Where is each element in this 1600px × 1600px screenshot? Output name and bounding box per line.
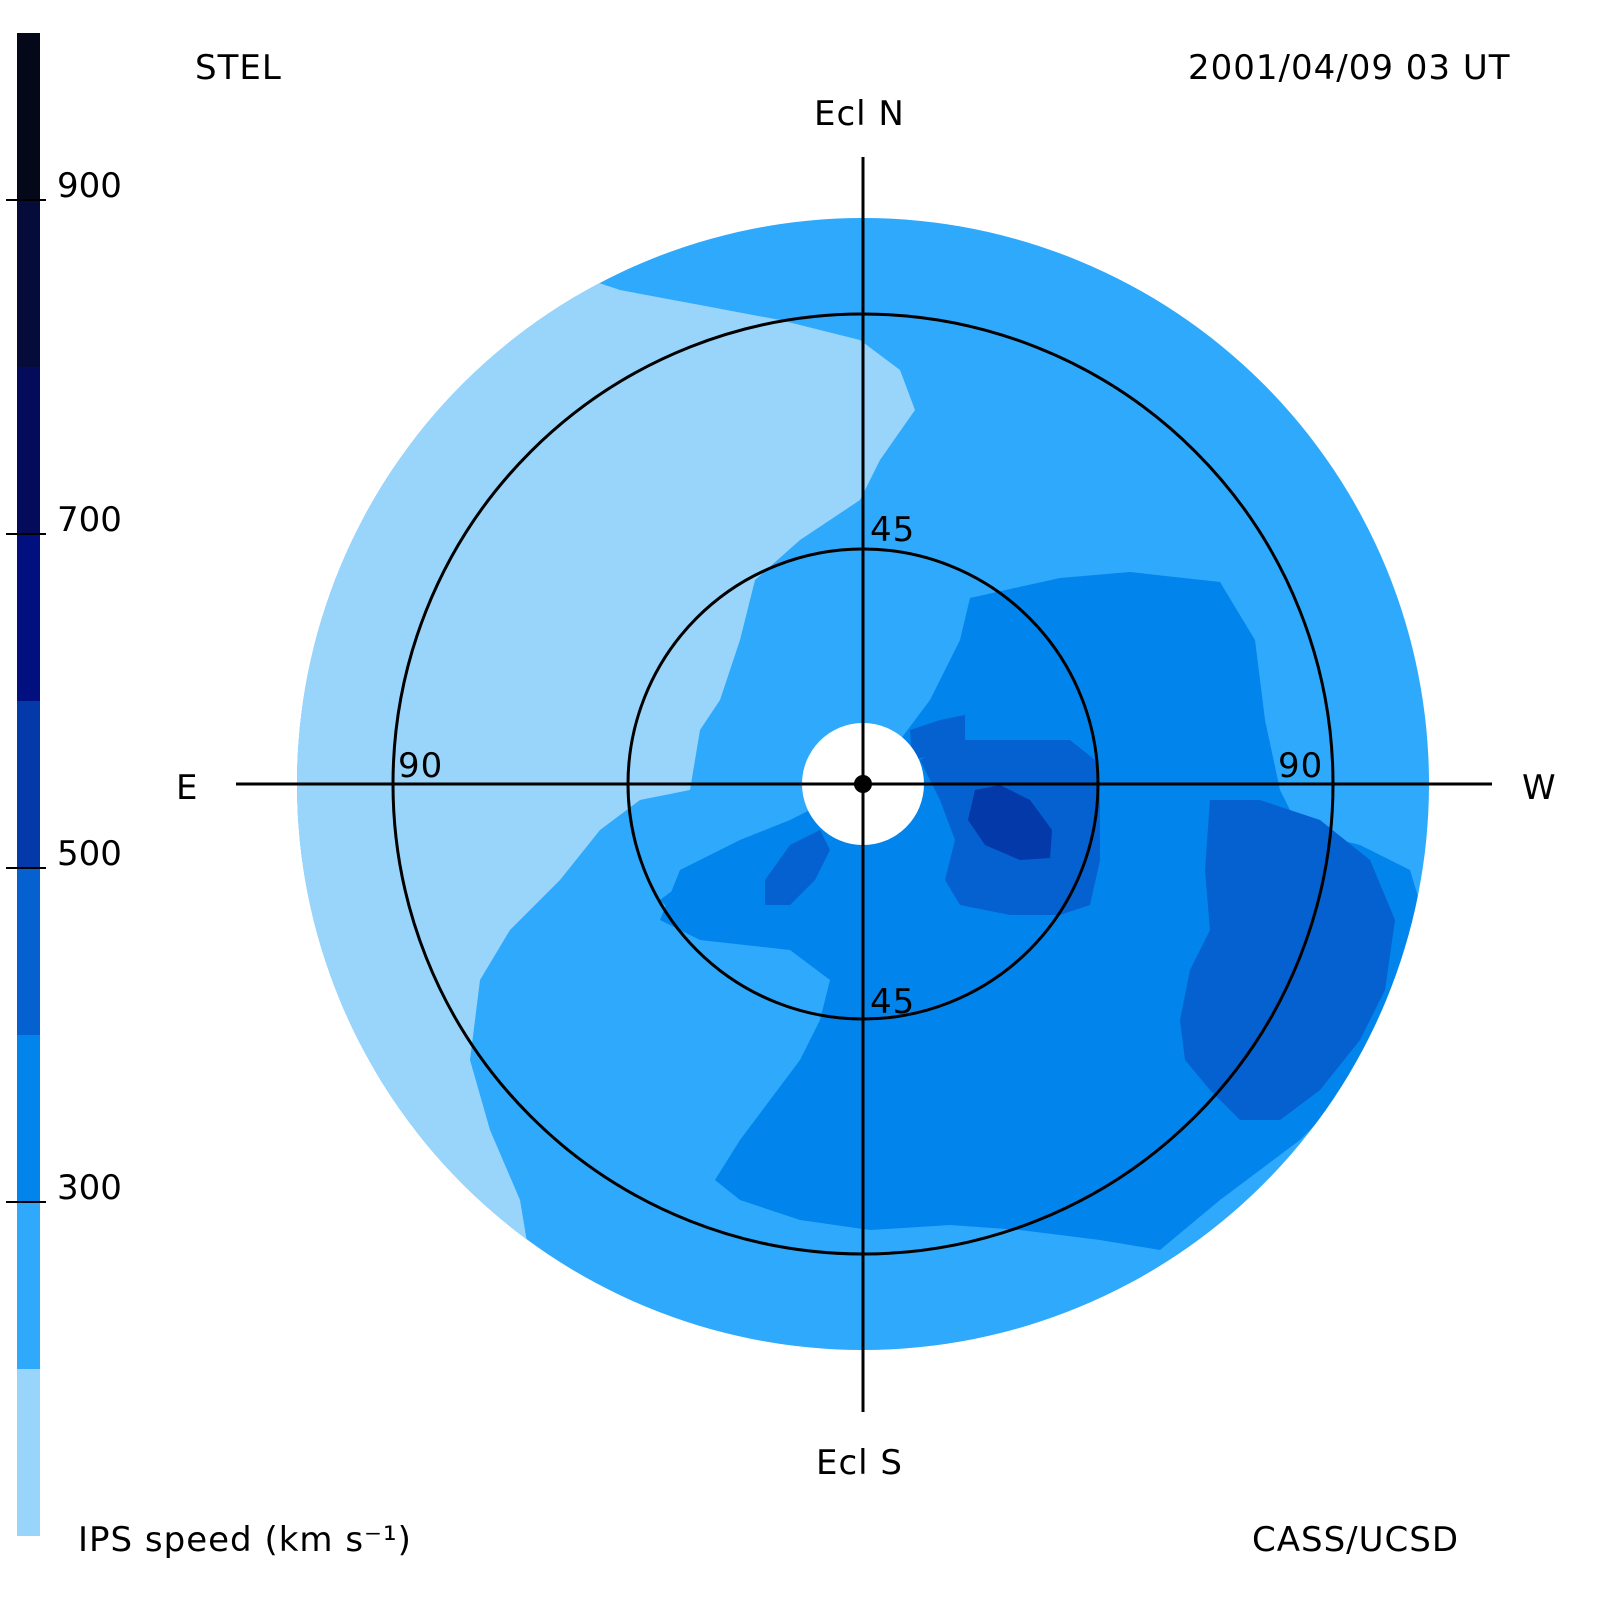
colorbar-seg-5 — [17, 701, 40, 868]
colorbar-seg-4 — [17, 868, 40, 1035]
colorbar-seg-8 — [17, 200, 40, 367]
colorbar-tick — [6, 533, 46, 535]
colorbar-seg-2 — [17, 1202, 40, 1369]
east-label: E — [176, 768, 199, 808]
colorbar-seg-1 — [17, 1369, 40, 1536]
colorbar-tick — [6, 1201, 46, 1203]
colorbar-title: IPS speed (km s⁻¹) — [78, 1520, 412, 1560]
colorbar-tick-label: 900 — [57, 166, 122, 206]
ring-90-west-label: 90 — [1278, 746, 1324, 786]
colorbar-tick — [6, 867, 46, 869]
colorbar-seg-7 — [17, 367, 40, 534]
speed-region-550 — [968, 785, 1052, 860]
colorbar-tick-label: 300 — [57, 1168, 122, 1208]
speed-region-450 — [910, 715, 965, 760]
ring-90-east-label: 90 — [398, 746, 444, 786]
speed-region-200 — [297, 260, 915, 1300]
south-label: Ecl S — [816, 1443, 904, 1483]
speed-region-450 — [765, 830, 830, 905]
source-label: STEL — [195, 48, 282, 88]
colorbar-seg-6 — [17, 534, 40, 701]
speed-region-450 — [1180, 800, 1395, 1120]
credit-label: CASS/UCSD — [1252, 1520, 1460, 1560]
colorbar-tick-label: 500 — [57, 834, 122, 874]
north-label: Ecl N — [814, 94, 905, 134]
ring-45-north-label: 45 — [870, 510, 916, 550]
datetime-label: 2001/04/09 03 UT — [1188, 48, 1511, 88]
west-label: W — [1522, 768, 1557, 808]
colorbar-seg-9 — [17, 33, 40, 200]
colorbar-tick-label: 700 — [57, 500, 122, 540]
colorbar-tick — [6, 199, 46, 201]
ring-45-south-label: 45 — [870, 982, 916, 1022]
colorbar-seg-3 — [17, 1035, 40, 1202]
